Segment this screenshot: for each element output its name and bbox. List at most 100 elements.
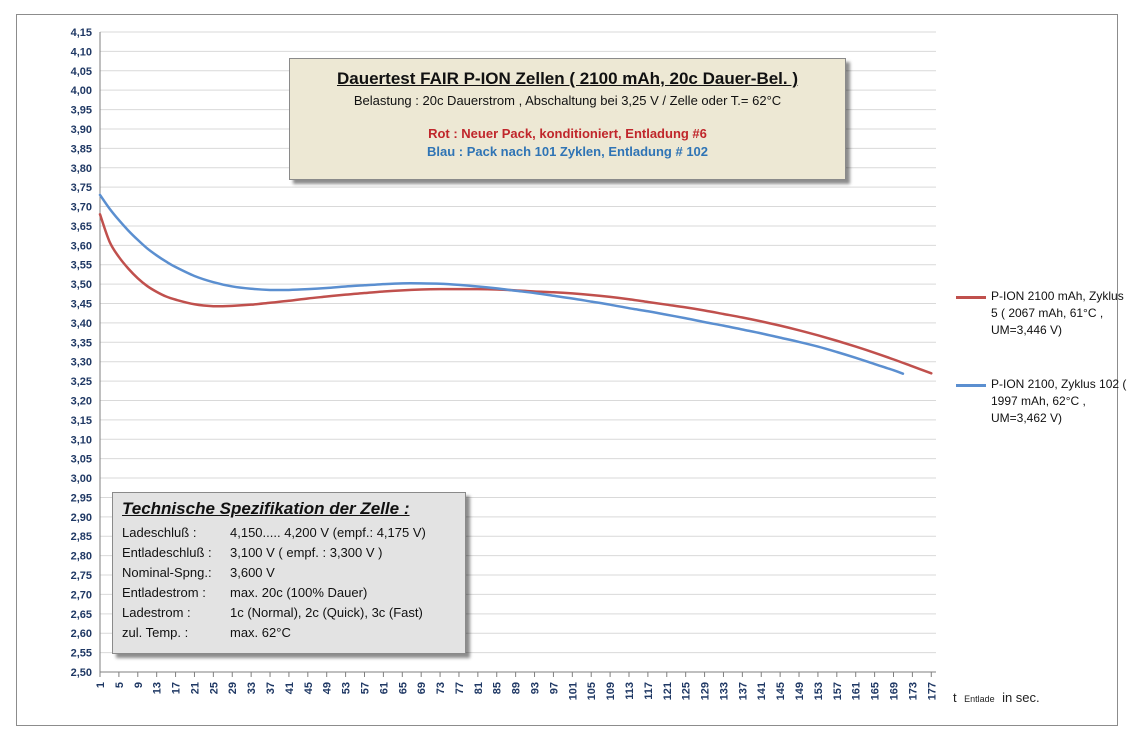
x-tick-label: 61	[378, 682, 390, 694]
x-tick-label: 117	[643, 682, 655, 700]
chart-title-box: Dauertest FAIR P-ION Zellen ( 2100 mAh, …	[289, 58, 846, 180]
x-tick-label: 177	[926, 682, 938, 700]
series-lines	[98, 193, 933, 375]
y-tick-label: 3,05	[71, 454, 92, 466]
x-label-t: t	[953, 690, 957, 705]
y-tick-label: 3,15	[71, 415, 92, 427]
legend-swatch-blue	[956, 384, 986, 387]
y-axis-ticks: 4,15 4,10 4,05 4,00 3,95 3,90 3,85 3,80 3,75 3,70…	[71, 27, 92, 679]
x-tick-label: 5	[114, 682, 126, 688]
series-line-blue	[98, 193, 905, 375]
x-tick-label: 57	[359, 682, 371, 694]
y-tick-label: 3,30	[71, 357, 92, 369]
chart-subtitle: Belastung : 20c Dauerstrom , Abschaltung…	[353, 93, 782, 108]
spec-row: Nominal-Spng.: 3,600 V	[122, 563, 465, 583]
spec-label: Entladestrom :	[122, 585, 206, 600]
y-tick-label: 4,05	[71, 66, 92, 78]
y-tick-label: 2,75	[71, 570, 92, 582]
x-tick-label: 121	[662, 682, 674, 700]
y-tick-label: 4,00	[71, 85, 92, 97]
axes	[99, 32, 936, 677]
x-tick-label: 113	[624, 682, 636, 700]
y-tick-label: 3,20	[71, 395, 92, 407]
x-tick-label: 33	[246, 682, 258, 694]
x-label-unit: in sec.	[1002, 690, 1040, 705]
x-tick-label: 85	[492, 682, 504, 694]
spec-value: 3,100 V ( empf. : 3,300 V )	[230, 545, 383, 560]
chart-title: Dauertest FAIR P-ION Zellen ( 2100 mAh, …	[336, 69, 799, 88]
x-tick-label: 161	[851, 682, 863, 700]
spec-label: Entladeschluß :	[122, 545, 212, 560]
y-tick-label: 3,10	[71, 434, 92, 446]
spec-value: max. 20c (100% Dauer)	[230, 585, 368, 600]
y-tick-label: 2,60	[71, 628, 92, 640]
spec-label: zul. Temp. :	[122, 625, 189, 640]
x-tick-label: 81	[473, 682, 485, 694]
y-tick-label: 3,50	[71, 279, 92, 291]
spec-row: zul. Temp. : max. 62°C	[122, 623, 465, 643]
x-tick-label: 105	[586, 682, 598, 700]
y-tick-label: 3,90	[71, 124, 92, 136]
y-tick-label: 3,60	[71, 240, 92, 252]
x-tick-label: 137	[737, 682, 749, 700]
legend-swatch-red	[956, 296, 986, 299]
spec-title: Technische Spezifikation der Zelle :	[122, 499, 410, 518]
x-tick-label: 73	[435, 682, 447, 694]
spec-value: 1c (Normal), 2c (Quick), 3c (Fast)	[230, 605, 423, 620]
y-tick-label: 3,70	[71, 202, 92, 214]
x-tick-label: 129	[700, 682, 712, 700]
x-tick-label: 17	[171, 682, 183, 694]
spec-value: 4,150..... 4,200 V (empf.: 4,175 V)	[230, 525, 426, 540]
y-tick-label: 3,80	[71, 163, 92, 175]
x-tick-label: 97	[548, 682, 560, 694]
spec-label: Nominal-Spng.:	[122, 565, 212, 580]
x-tick-label: 9	[133, 682, 145, 688]
x-tick-label: 149	[794, 682, 806, 700]
x-tick-label: 141	[756, 682, 768, 700]
x-label-sub: Entlade	[964, 694, 995, 704]
x-tick-label: 153	[813, 682, 825, 700]
y-tick-label: 3,35	[71, 337, 92, 349]
x-axis-ticks: 1 5 9 13 17 21 25 29 33 37 41 45 49 53 57 61 65 69 73 77 81 8…	[95, 682, 938, 700]
spec-value: max. 62°C	[230, 625, 291, 640]
y-tick-label: 3,95	[71, 105, 92, 117]
y-tick-label: 3,55	[71, 260, 92, 272]
red-series-note: Rot : Neuer Pack, konditioniert, Entladu…	[428, 126, 707, 141]
x-tick-label: 109	[605, 682, 617, 700]
y-tick-label: 4,10	[71, 46, 92, 58]
x-tick-label: 37	[265, 682, 277, 694]
x-axis-unit-label: t Entlade in sec.	[953, 689, 1040, 706]
x-tick-label: 13	[152, 682, 164, 694]
y-tick-label: 4,15	[71, 27, 92, 39]
x-tick-label: 65	[397, 682, 409, 694]
spec-label: Ladestrom :	[122, 605, 191, 620]
y-tick-label: 3,75	[71, 182, 92, 194]
y-tick-label: 2,50	[71, 667, 92, 679]
x-tick-label: 165	[870, 682, 882, 700]
x-tick-label: 41	[284, 682, 296, 694]
spec-row: Ladestrom : 1c (Normal), 2c (Quick), 3c (…	[122, 603, 465, 623]
x-tick-label: 45	[303, 682, 315, 694]
x-tick-label: 169	[888, 682, 900, 700]
y-tick-label: 3,65	[71, 221, 92, 233]
spec-value: 3,600 V	[230, 565, 275, 580]
x-tick-label: 21	[189, 682, 201, 694]
x-tick-label: 29	[227, 682, 239, 694]
x-tick-label: 101	[567, 682, 579, 700]
spec-box: Technische Spezifikation der Zelle : Lad…	[112, 492, 466, 654]
spec-row: Entladeschluß : 3,100 V ( empf. : 3,300 V…	[122, 543, 465, 563]
x-tick-label: 53	[341, 682, 353, 694]
blue-series-note: Blau : Pack nach 101 Zyklen, Entladung #…	[426, 144, 709, 159]
x-tick-label: 1	[95, 682, 107, 688]
x-tick-label: 125	[681, 682, 693, 700]
x-tick-label: 69	[416, 682, 428, 694]
y-tick-label: 3,25	[71, 376, 92, 388]
y-tick-label: 2,95	[71, 492, 92, 504]
y-tick-label: 2,55	[71, 648, 92, 660]
y-tick-label: 2,80	[71, 551, 92, 563]
x-tick-label: 49	[322, 682, 334, 694]
spec-label: Ladeschluß :	[122, 525, 197, 540]
y-tick-label: 2,65	[71, 609, 92, 621]
x-tick-label: 157	[832, 682, 844, 700]
x-tick-label: 77	[454, 682, 466, 694]
